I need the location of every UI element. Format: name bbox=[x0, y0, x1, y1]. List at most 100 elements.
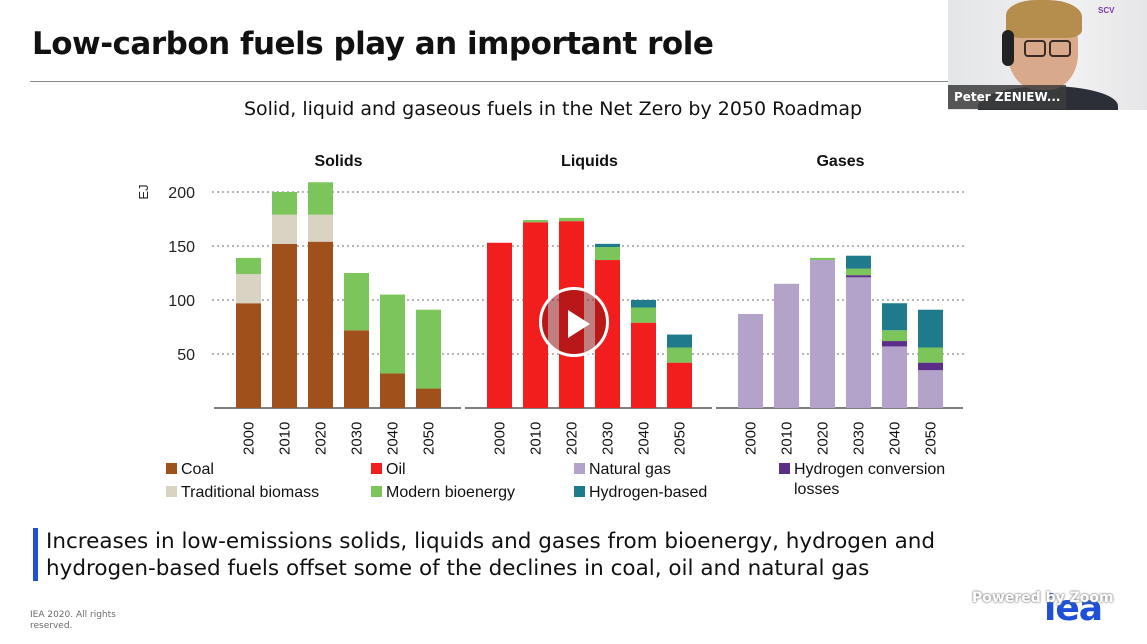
headset-icon bbox=[1002, 30, 1014, 66]
x-tick-label: 2040 bbox=[385, 422, 402, 455]
slide-title: Low-carbon fuels play an important role bbox=[32, 26, 714, 62]
bar-segment bbox=[272, 192, 297, 215]
panel-title: Liquids bbox=[561, 153, 618, 170]
legend-swatch bbox=[166, 463, 177, 474]
bar-segment bbox=[846, 268, 871, 276]
x-tick-label: 2020 bbox=[564, 422, 581, 455]
legend-label: Hydrogen-based bbox=[589, 484, 707, 501]
bar-segment bbox=[882, 330, 907, 342]
bar-segment bbox=[631, 300, 656, 308]
legend-label: Oil bbox=[386, 461, 406, 478]
iea-logo: iea bbox=[1044, 588, 1103, 629]
x-tick-label: 2020 bbox=[313, 422, 330, 455]
bar-segment bbox=[380, 373, 405, 408]
bar-segment bbox=[810, 257, 835, 261]
chart-title: Solid, liquid and gaseous fuels in the N… bbox=[243, 98, 863, 120]
bar-segment bbox=[918, 362, 943, 371]
x-tick-label: 2000 bbox=[241, 422, 258, 455]
play-button[interactable] bbox=[539, 287, 609, 357]
panel-title: Gases bbox=[816, 153, 864, 170]
panel-title: Solids bbox=[314, 153, 362, 170]
legend-label: Hydrogen conversion bbox=[794, 461, 945, 478]
bar-segment bbox=[344, 330, 369, 408]
y-tick-label: 200 bbox=[168, 185, 195, 202]
x-tick-label: 2000 bbox=[743, 422, 760, 455]
x-tick-label: 2000 bbox=[492, 422, 509, 455]
copyright-note: IEA 2020. All rights reserved. bbox=[30, 610, 116, 631]
bar-segment bbox=[559, 217, 584, 222]
participant-name-label: Peter ZENIEW... bbox=[948, 85, 1067, 109]
glasses-icon bbox=[1049, 40, 1071, 57]
bar-segment bbox=[918, 309, 943, 348]
bar-segment bbox=[236, 303, 261, 408]
legend-label: Traditional biomass bbox=[181, 484, 319, 501]
x-tick-label: 2020 bbox=[815, 422, 832, 455]
bar-segment bbox=[918, 347, 943, 363]
bar-segment bbox=[846, 277, 871, 408]
participant-hair bbox=[1006, 0, 1082, 38]
legend-swatch bbox=[371, 486, 382, 497]
callout-text: Increases in low-emissions solids, liqui… bbox=[46, 529, 936, 581]
participant-video[interactable]: SCV Peter ZENIEW... bbox=[948, 0, 1147, 110]
x-tick-label: 2010 bbox=[528, 422, 545, 455]
callout-accent-bar bbox=[33, 528, 38, 581]
bar-segment bbox=[882, 303, 907, 331]
bar-segment bbox=[344, 273, 369, 331]
legend-swatch bbox=[574, 486, 585, 497]
bar-segment bbox=[272, 214, 297, 244]
legend-swatch bbox=[166, 486, 177, 497]
bar-segment bbox=[882, 341, 907, 347]
x-tick-label: 2050 bbox=[672, 422, 689, 455]
powered-by-zoom: Powered by Zoom bbox=[972, 590, 1114, 606]
legend-swatch bbox=[779, 463, 790, 474]
x-tick-label: 2030 bbox=[851, 422, 868, 455]
bar-segment bbox=[738, 314, 763, 408]
bar-segment bbox=[667, 334, 692, 348]
bar-segment bbox=[846, 255, 871, 269]
bar-segment bbox=[631, 307, 656, 323]
glasses-icon bbox=[1024, 40, 1046, 57]
bar-segment bbox=[380, 294, 405, 374]
bar-segment bbox=[272, 243, 297, 408]
y-axis-label: EJ bbox=[136, 184, 151, 199]
y-tick-label: 50 bbox=[177, 347, 195, 364]
camera-badge: SCV bbox=[1098, 6, 1115, 15]
bar-segment bbox=[523, 220, 548, 223]
bar-segment bbox=[236, 257, 261, 275]
x-tick-label: 2030 bbox=[349, 422, 366, 455]
bar-segment bbox=[810, 260, 835, 408]
x-tick-label: 2010 bbox=[779, 422, 796, 455]
x-tick-label: 2040 bbox=[887, 422, 904, 455]
bar-segment bbox=[595, 243, 620, 248]
bar-segment bbox=[416, 388, 441, 408]
x-tick-label: 2050 bbox=[923, 422, 940, 455]
legend-label: Coal bbox=[181, 461, 214, 478]
x-tick-label: 2010 bbox=[277, 422, 294, 455]
bar-segment bbox=[416, 309, 441, 389]
bar-segment bbox=[487, 242, 512, 408]
bar-segment bbox=[667, 347, 692, 363]
bar-segment bbox=[595, 247, 620, 261]
x-tick-label: 2050 bbox=[421, 422, 438, 455]
bar-segment bbox=[236, 274, 261, 304]
y-tick-label: 100 bbox=[168, 293, 195, 310]
play-icon bbox=[568, 310, 590, 338]
bar-segment bbox=[308, 241, 333, 408]
bar-segment bbox=[918, 370, 943, 408]
y-tick-label: 150 bbox=[168, 239, 195, 256]
legend-swatch bbox=[371, 463, 382, 474]
legend-swatch bbox=[574, 463, 585, 474]
x-tick-label: 2030 bbox=[600, 422, 617, 455]
bar-segment bbox=[308, 214, 333, 242]
legend-label: Modern bioenergy bbox=[386, 484, 515, 501]
legend-label: losses bbox=[794, 481, 839, 498]
title-divider bbox=[30, 81, 948, 82]
bar-segment bbox=[774, 283, 799, 408]
x-tick-label: 2040 bbox=[636, 422, 653, 455]
bar-segment bbox=[846, 275, 871, 278]
legend-label: Natural gas bbox=[589, 461, 671, 478]
bar-segment bbox=[667, 362, 692, 408]
bar-segment bbox=[882, 346, 907, 408]
bar-segment bbox=[308, 182, 333, 215]
bar-segment bbox=[631, 322, 656, 408]
